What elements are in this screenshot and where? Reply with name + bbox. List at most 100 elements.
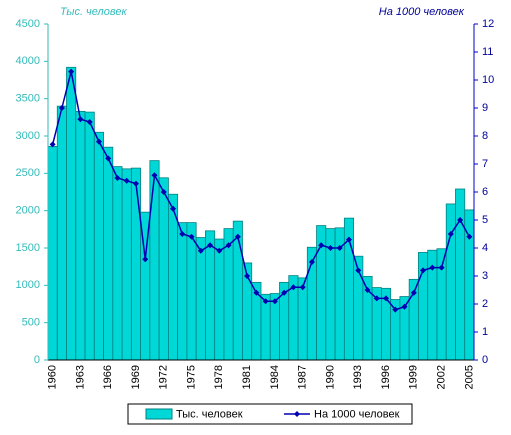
line-marker <box>132 180 139 187</box>
line-marker <box>114 175 121 181</box>
line-marker <box>188 233 195 240</box>
x-tick-label: 2005 <box>463 365 475 389</box>
line-marker <box>327 245 334 251</box>
line-marker <box>234 233 241 240</box>
line-marker <box>281 289 288 296</box>
line-marker <box>373 295 380 302</box>
line-marker <box>355 267 362 274</box>
y2-tick-label: 9 <box>482 102 488 114</box>
line-marker <box>438 264 445 271</box>
y2-tick-label: 12 <box>482 18 494 30</box>
line-marker <box>207 242 214 249</box>
line-marker <box>410 289 417 296</box>
legend-key <box>294 411 300 417</box>
line-marker <box>271 298 278 305</box>
bar <box>177 222 188 361</box>
line-marker <box>253 289 260 296</box>
bar <box>121 168 132 361</box>
x-tick-label: 1987 <box>297 365 309 389</box>
y-tick-label: 1500 <box>16 242 40 254</box>
y-tick-label: 2500 <box>16 167 40 179</box>
bar <box>158 177 169 361</box>
line-marker <box>105 155 112 162</box>
x-tick-label: 1984 <box>269 365 281 389</box>
line-marker <box>383 295 390 302</box>
y2-tick-label: 11 <box>482 46 493 58</box>
y2-tick-label: 5 <box>482 214 488 226</box>
line-marker <box>308 259 315 265</box>
line-marker <box>77 116 84 123</box>
bar <box>214 238 225 361</box>
line-marker <box>197 247 204 254</box>
line-marker <box>95 138 102 145</box>
x-tick-label: 1978 <box>213 365 225 389</box>
y2-tick-label: 2 <box>482 298 488 310</box>
x-tick-label: 1981 <box>241 365 253 389</box>
y-tick-label: 500 <box>22 317 40 329</box>
bar <box>47 146 58 361</box>
line-marker <box>345 236 352 243</box>
line-marker <box>336 245 343 251</box>
bar <box>223 228 234 361</box>
bar <box>195 237 206 361</box>
legend-box <box>127 403 413 425</box>
x-tick-label: 1963 <box>74 365 86 389</box>
y2-tick-label: 8 <box>482 130 488 142</box>
x-tick-label: 1966 <box>102 365 114 389</box>
x-tick-label: 1990 <box>324 365 336 389</box>
bar <box>112 166 123 361</box>
line-marker <box>392 306 399 313</box>
y2-tick-label: 3 <box>482 270 488 282</box>
line-marker <box>290 284 297 291</box>
line-marker <box>216 247 223 254</box>
y-tick-label: 4000 <box>16 55 40 67</box>
x-tick-label: 2002 <box>435 365 447 389</box>
line-marker <box>58 105 65 111</box>
bar <box>84 111 95 361</box>
x-tick-label: 1993 <box>352 365 364 389</box>
bar <box>93 131 104 361</box>
line-marker <box>68 68 75 75</box>
line-marker <box>299 284 306 291</box>
y-tick-label: 3000 <box>16 130 40 142</box>
bar <box>232 220 243 361</box>
line-marker <box>86 119 93 125</box>
y2-tick-label: 4 <box>482 242 488 254</box>
line <box>51 71 471 311</box>
line-marker <box>142 256 149 263</box>
y-axis-title: Тыс. человек <box>60 6 127 18</box>
x-tick-label: 1999 <box>408 365 420 389</box>
legend-key <box>145 408 173 420</box>
bar <box>205 230 216 361</box>
y-tick-label: 0 <box>34 354 40 366</box>
line-marker <box>429 264 436 271</box>
y2-tick-label: 1 <box>482 326 488 338</box>
y2-tick-label: 7 <box>482 158 488 170</box>
y-tick-label: 3500 <box>16 93 40 105</box>
bar <box>103 146 114 361</box>
y2-tick-label: 0 <box>482 354 488 366</box>
x-tick-label: 1975 <box>185 365 197 389</box>
line-marker <box>151 172 158 179</box>
line-marker <box>49 141 56 148</box>
y2-tick-label: 6 <box>482 186 488 198</box>
line-marker <box>244 273 251 279</box>
line-marker <box>170 205 177 212</box>
line-marker <box>262 298 269 305</box>
y-tick-label: 2000 <box>16 205 40 217</box>
bar <box>130 167 142 361</box>
y2-tick-label: 10 <box>482 74 494 86</box>
line-marker <box>123 177 130 184</box>
line-marker <box>420 267 427 274</box>
line-marker <box>401 303 408 310</box>
y-tick-label: 1000 <box>16 279 40 291</box>
line-marker <box>457 217 464 223</box>
bar <box>149 160 160 361</box>
bar <box>455 188 466 361</box>
line-marker <box>225 242 232 249</box>
bar <box>66 66 77 361</box>
bar <box>186 222 197 361</box>
line-marker <box>364 287 371 293</box>
line-marker <box>466 233 473 240</box>
